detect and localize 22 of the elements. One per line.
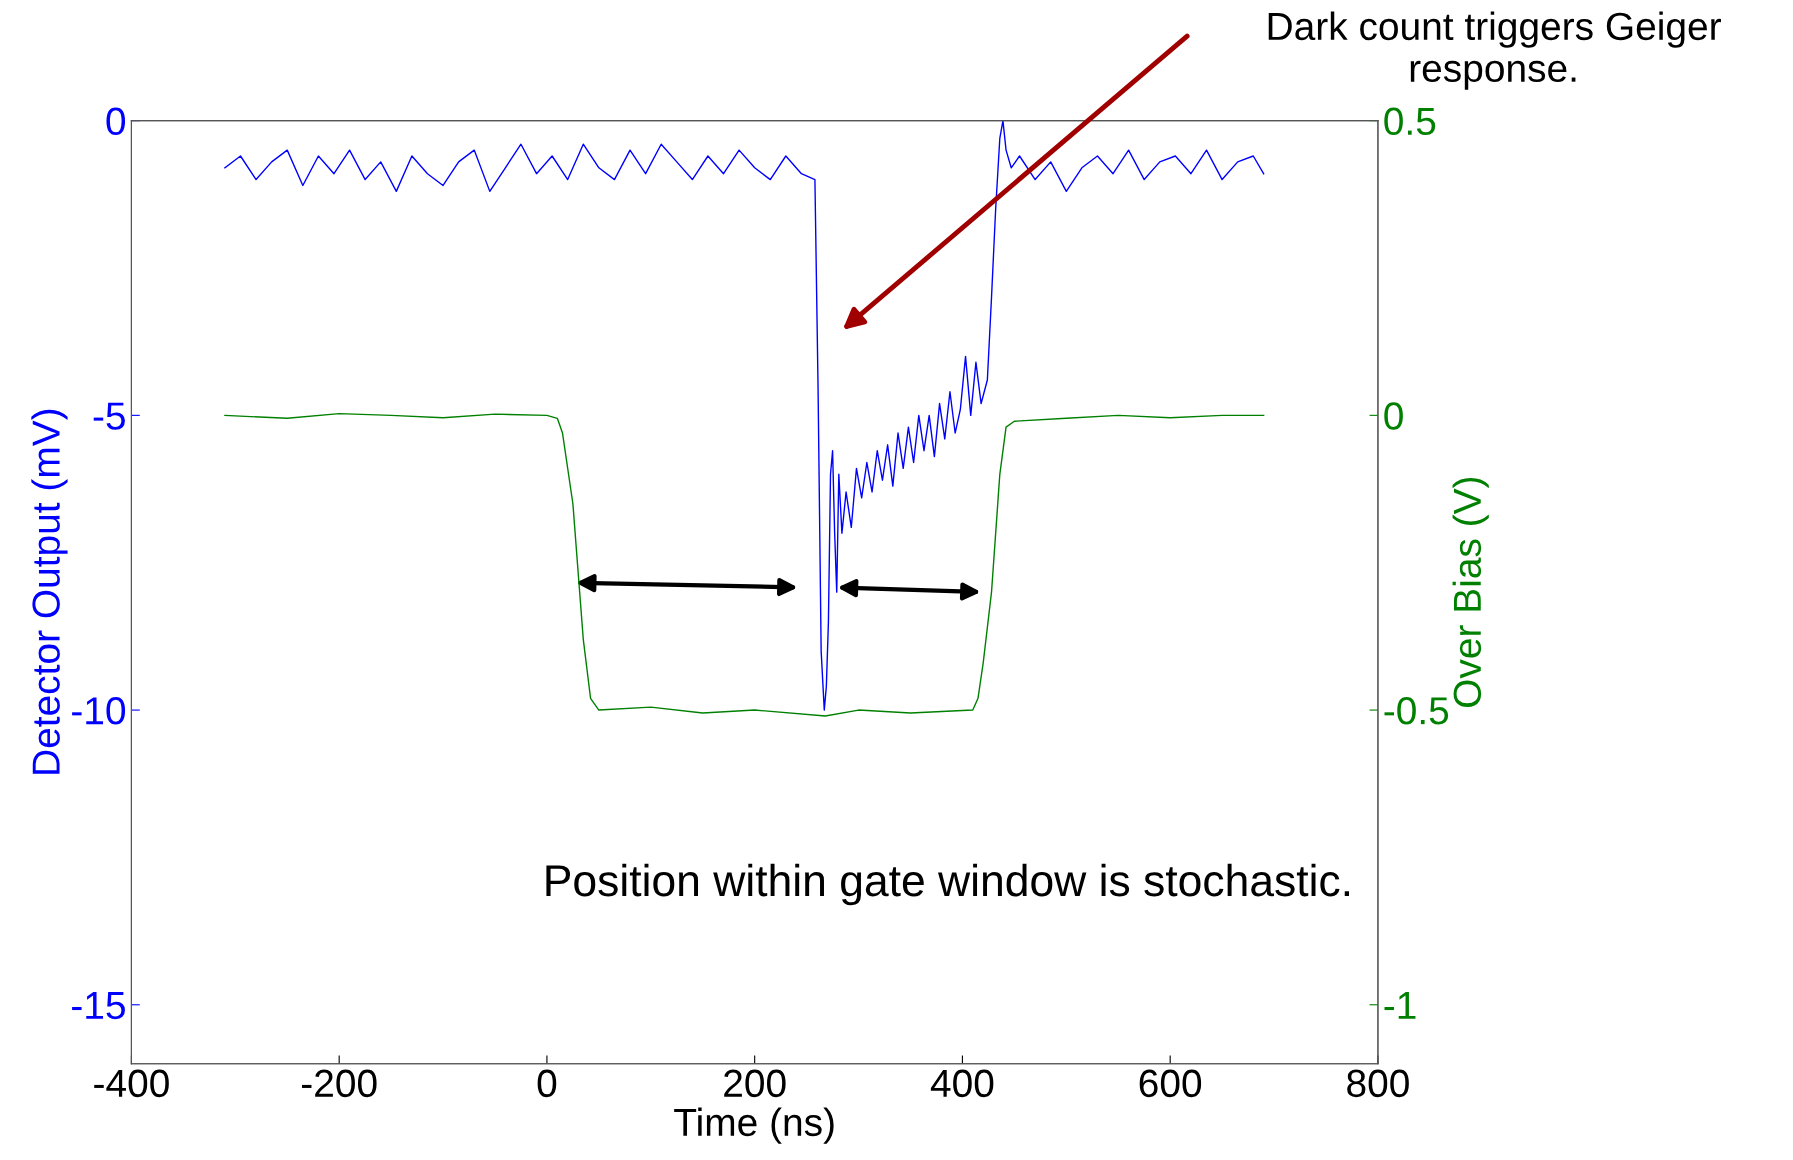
x-tick-label: -200	[301, 1069, 377, 1098]
y2-tick-label: -1	[1384, 992, 1416, 1019]
y-tick-label: 0	[106, 107, 126, 136]
x-tick-label: 400	[930, 1069, 994, 1098]
y2-tick-label: 0.5	[1384, 107, 1436, 136]
y2-tick-label: 0	[1384, 402, 1403, 430]
text: Dark count triggers Geiger response.	[1268, 11, 1721, 90]
y-tick-label: -15	[72, 992, 125, 1020]
y2-tick-label: -0.5	[1384, 697, 1449, 725]
x-tick-label: 800	[1347, 1069, 1409, 1098]
line-series	[224, 120, 1265, 711]
annotation: Position within gate window is stochastic.	[546, 863, 1349, 906]
y-axis-title: Detector Output (mV)	[31, 409, 68, 774]
x-tick-label: 0	[537, 1069, 557, 1098]
y-tick-label: -10	[72, 697, 126, 725]
y2-axis-title: Over Bias (V)	[1452, 477, 1489, 708]
x-tick-label: 600	[1139, 1069, 1202, 1098]
x-axis-title: Time (ns)	[674, 1107, 834, 1144]
x-tick-label: 200	[724, 1069, 786, 1098]
y-tick-label: -5	[93, 402, 125, 430]
line-series	[224, 412, 1265, 717]
x-tick-label: -400	[94, 1069, 169, 1098]
